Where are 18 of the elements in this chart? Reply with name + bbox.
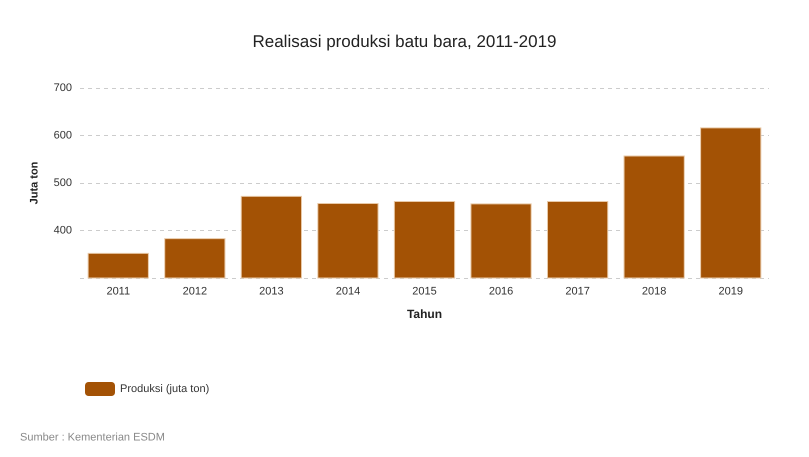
y-tick-label: 700 xyxy=(54,82,72,94)
y-tick-label: 500 xyxy=(54,177,72,189)
x-tick-label: 2019 xyxy=(718,286,743,298)
x-tick-label: 2014 xyxy=(336,286,360,298)
x-tick-label: 2017 xyxy=(565,286,590,298)
y-axis-title: Juta ton xyxy=(28,161,40,204)
legend-label: Produksi (juta ton) xyxy=(120,383,210,395)
y-tick-label: 600 xyxy=(54,130,72,142)
x-tick-label: 2018 xyxy=(642,286,666,298)
x-tick-label: 2015 xyxy=(412,286,437,298)
x-tick-label: 2012 xyxy=(182,286,208,298)
chart-title: Realisasi produksi batu bara, 2011-2019 xyxy=(252,32,556,51)
y-tick-label: 400 xyxy=(54,224,72,236)
x-tick-label: 2016 xyxy=(488,286,514,298)
x-tick-label: 2011 xyxy=(106,286,130,298)
x-axis-title: Tahun xyxy=(406,307,442,321)
text: Sumber : Kementerian ESDM xyxy=(20,432,165,444)
x-tick-label: 2013 xyxy=(259,286,284,298)
